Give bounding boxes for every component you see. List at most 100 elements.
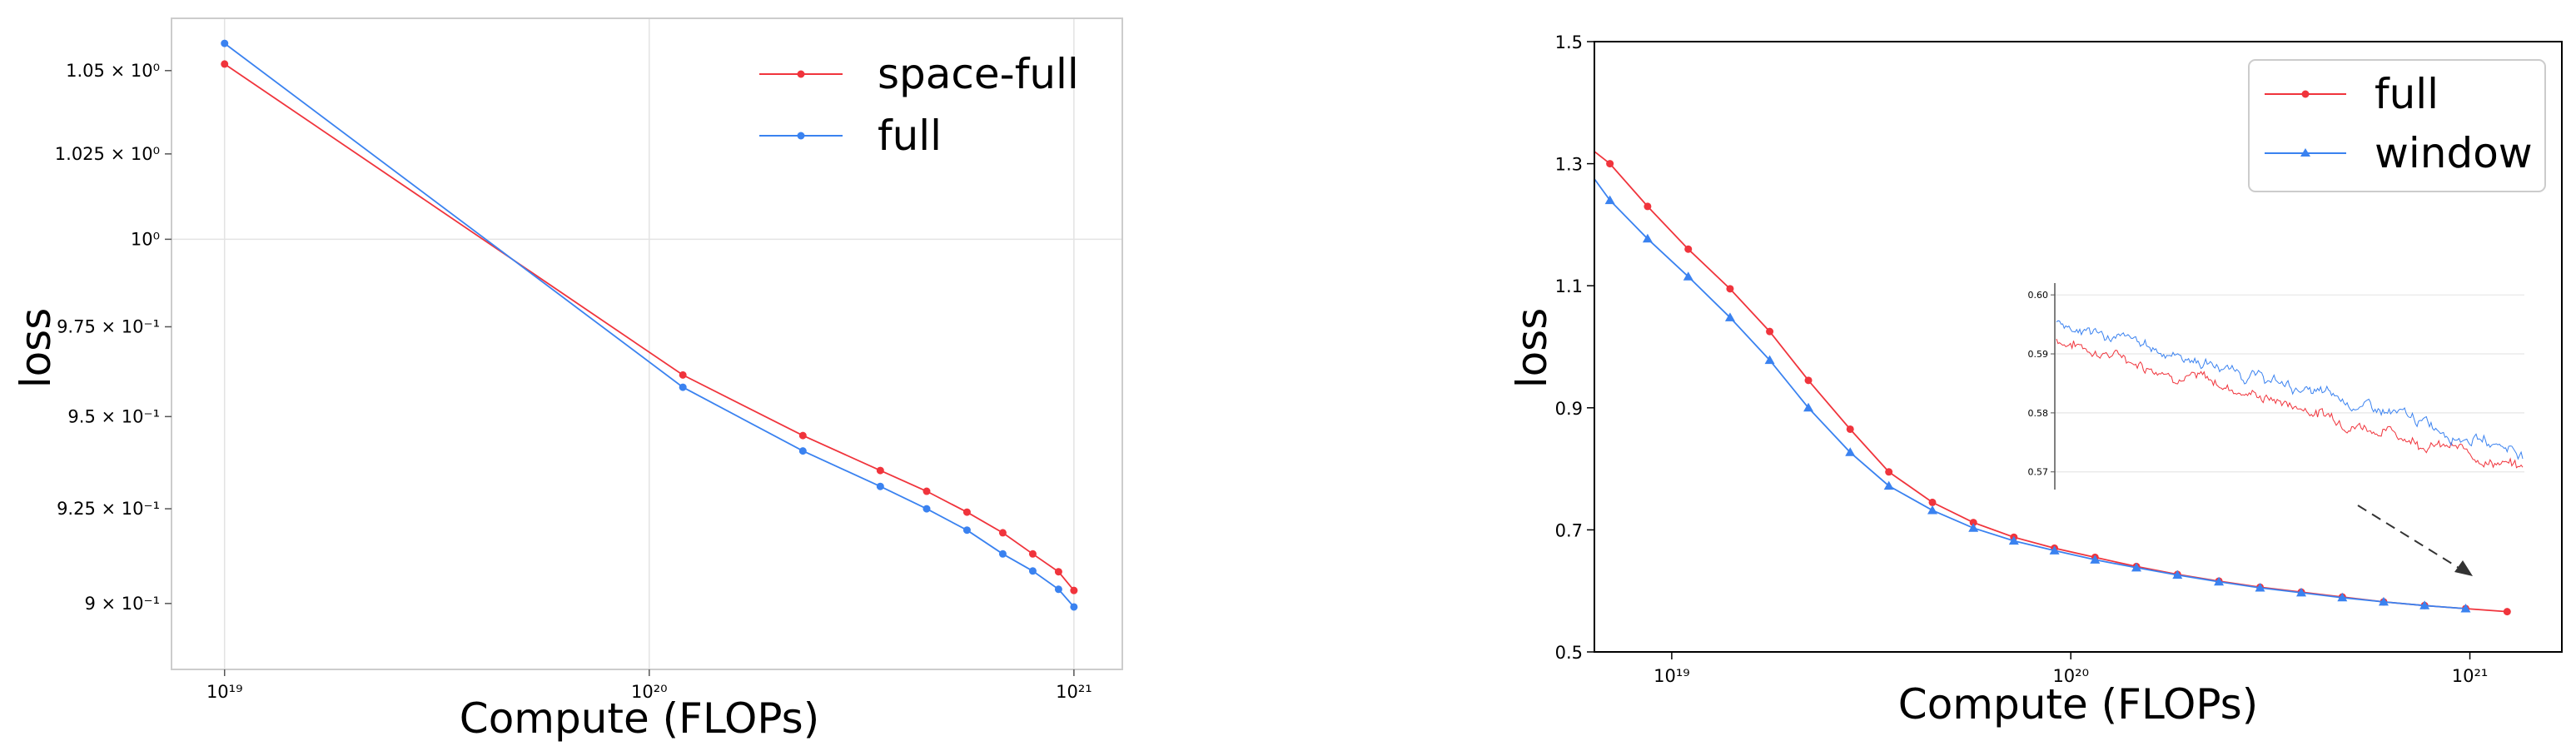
right-legend-label-window: window [2375, 129, 2533, 177]
right-data-point-window [2337, 592, 2348, 602]
left-y-tick-label: 9.5 × 10⁻¹ [67, 406, 160, 426]
left-series-line-space-full [224, 63, 1075, 591]
right-data-point-window [2049, 545, 2060, 555]
right-data-point-full [1969, 519, 1977, 527]
right-data-point-full [1726, 285, 1734, 293]
right-data-point-window [1724, 312, 1735, 321]
left-legend-label-space-full: space-full [878, 50, 1079, 98]
right-data-point-window [2172, 569, 2183, 579]
left-data-point-full [962, 526, 971, 535]
right-data-point-window [1968, 523, 1979, 532]
right-data-point-window [2460, 603, 2471, 613]
left-y-tick-label: 9.25 × 10⁻¹ [57, 499, 160, 519]
right-data-point-window [2008, 535, 2019, 545]
left-data-point-full [1070, 603, 1078, 611]
right-data-point-full [1846, 425, 1854, 433]
left-data-point-space-full [221, 60, 229, 68]
left-data-point-full [679, 383, 687, 391]
left-x-ticks: 10¹⁹ 10²⁰ 10²¹ [206, 669, 1092, 702]
left-legend: space-full full [759, 50, 1079, 160]
left-data-point-space-full [876, 466, 884, 475]
left-y-ticks: 1.05 × 10⁰ 1.025 × 10⁰ 10⁰ 9.75 × 10⁻¹ 9.5 ×… [55, 61, 172, 614]
left-data-point-space-full [922, 487, 931, 495]
left-data-point-space-full [1028, 550, 1037, 558]
right-legend-label-full: full [2375, 70, 2439, 118]
right-data-point-window [1642, 233, 1653, 243]
left-data-point-space-full [679, 371, 687, 379]
left-y-tick-label: 1.025 × 10⁰ [55, 144, 160, 164]
right-y-ticks: 0.5 0.7 0.9 1.1 1.3 1.5 [1555, 32, 1594, 663]
right-y-tick-label: 1.5 [1555, 32, 1583, 52]
right-data-point-window [1764, 355, 1775, 365]
left-legend-label-full: full [878, 112, 942, 160]
left-y-tick-label: 1.05 × 10⁰ [66, 61, 160, 81]
right-y-tick-label: 1.3 [1555, 155, 1583, 175]
left-data-point-full [798, 447, 807, 455]
left-data-point-full [1028, 567, 1037, 575]
right-data-point-full [1804, 376, 1813, 385]
right-data-point-full [1766, 327, 1774, 336]
right-x-tick-label: 10¹⁹ [1654, 666, 1690, 686]
left-chart: 10¹⁹ 10²⁰ 10²¹ 1.05 × 10⁰ 1.025 × 10⁰ 10⁰ 9.7… [12, 17, 1123, 743]
right-y-axis-label: loss [1508, 308, 1556, 389]
left-x-tick-label: 10¹⁹ [206, 682, 243, 702]
right-y-tick-label: 0.7 [1555, 520, 1583, 540]
left-data-point-space-full [962, 508, 971, 516]
left-y-tick-label: 10⁰ [131, 229, 160, 249]
right-data-point-full [1684, 245, 1693, 253]
right-legend: full window [2248, 59, 2546, 192]
right-data-point-window [2090, 555, 2101, 564]
right-data-point-window [2131, 562, 2141, 572]
right-inset-tick-label: 0.59 [2028, 349, 2049, 360]
right-data-point-window [2214, 576, 2225, 586]
left-series-lines [221, 39, 1078, 611]
left-data-point-full [876, 482, 884, 490]
right-inset-line-full [2056, 338, 2524, 469]
right-y-tick-label: 0.9 [1555, 399, 1583, 419]
left-y-axis-label: loss [12, 308, 60, 389]
left-y-tick-label: 9.75 × 10⁻¹ [57, 316, 160, 336]
right-data-point-full [1885, 468, 1893, 476]
right-data-point-window [2255, 583, 2265, 592]
left-grid [172, 18, 1122, 669]
right-x-tick-label: 10²¹ [2452, 666, 2489, 686]
left-legend-marker-space-full [797, 70, 805, 78]
right-chart: 10¹⁹ 10²⁰ 10²¹ 0.5 0.7 0.9 1.1 1.3 1.5 Compute … [1508, 32, 2563, 729]
right-data-point-full [2503, 608, 2511, 616]
right-legend-marker-full [2301, 90, 2310, 98]
right-plot-frame [1594, 41, 2563, 653]
right-data-point-window [1927, 505, 1937, 515]
right-inset-tick-label: 0.60 [2028, 290, 2049, 301]
right-data-point-full [1606, 160, 1614, 168]
right-data-point-window [1803, 402, 1814, 412]
right-series-line-full [1594, 151, 2508, 613]
right-inset-series [2056, 320, 2524, 469]
left-x-tick-label: 10²⁰ [631, 682, 668, 702]
inset-arrow [2357, 505, 2473, 576]
right-x-ticks: 10¹⁹ 10²⁰ 10²¹ [1654, 652, 2488, 686]
right-series-lines [1594, 151, 2511, 616]
right-legend-box [2248, 59, 2546, 192]
right-data-point-full [1644, 202, 1652, 211]
left-series-line-full [224, 42, 1075, 608]
left-data-point-full [221, 39, 229, 47]
right-inset-line-window [2056, 320, 2524, 460]
right-legend-marker-window [2300, 148, 2310, 157]
right-inset: 0.60 0.59 0.58 0.57 [2028, 283, 2524, 490]
right-data-point-full [1928, 498, 1937, 506]
right-series-line-window [1594, 178, 2466, 609]
left-data-point-full [998, 550, 1007, 558]
left-data-point-space-full [1070, 586, 1078, 594]
right-data-point-window [2419, 600, 2430, 609]
right-data-point-window [1604, 195, 1615, 205]
left-data-point-full [1054, 585, 1062, 594]
right-data-point-window [1845, 447, 1856, 456]
right-y-tick-label: 1.1 [1555, 276, 1583, 296]
left-legend-marker-full [797, 132, 805, 140]
right-inset-y-ticks: 0.60 0.59 0.58 0.57 [2028, 290, 2055, 478]
right-data-point-window [1883, 480, 1894, 490]
left-data-point-space-full [998, 529, 1007, 537]
right-inset-grid [2055, 294, 2524, 473]
left-y-tick-label: 9 × 10⁻¹ [84, 594, 160, 614]
